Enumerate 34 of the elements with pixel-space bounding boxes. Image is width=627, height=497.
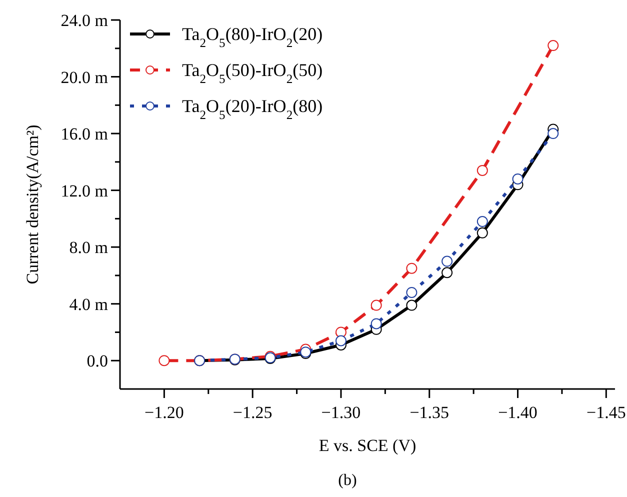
text: (b) <box>338 472 357 489</box>
point <box>476 164 488 176</box>
x-tick-label: −1.40 <box>498 403 538 422</box>
x-tick-label: −1.25 <box>232 403 272 422</box>
y-tick-label: 24.0 m <box>60 11 108 30</box>
point <box>512 173 524 184</box>
legend-label: Ta$_{2}$O$_{5}$(80)-IrO$_{2}$(20) <box>182 24 323 50</box>
point <box>442 256 453 267</box>
y-axis-title: Current density(A/cm²) <box>23 124 42 284</box>
point <box>406 300 418 311</box>
x-axis-title: E vs. SCE (V) <box>318 436 416 455</box>
point <box>158 355 170 366</box>
point <box>548 40 559 52</box>
x-tick-label: −1.20 <box>144 403 184 422</box>
y-tick-label: 4.0 m <box>69 294 108 314</box>
point <box>370 318 382 330</box>
x-tick-label: −1.45 <box>586 403 626 422</box>
y-tick-label: 20.0 m <box>60 68 108 87</box>
point <box>442 267 453 278</box>
y-tick-label: 0.0 <box>86 352 108 371</box>
point <box>476 216 488 228</box>
y-tick-label: 8.0 m <box>69 238 108 258</box>
y-tick-label: 12.0 m <box>60 181 108 200</box>
point <box>406 262 418 274</box>
point <box>406 286 418 298</box>
x-tick-label: −1.35 <box>410 403 450 422</box>
point <box>548 128 559 140</box>
y-tick-label: 16.0 m <box>60 124 108 144</box>
legend-label: Ta$_{2}$O$_{5}$(50)-IrO$_{2}$(50) <box>182 60 323 86</box>
point <box>335 335 346 346</box>
point <box>370 300 382 311</box>
point <box>476 227 488 238</box>
x-tick-label: −1.30 <box>321 403 361 422</box>
legend-label: Ta$_{2}$O$_{5}$(20)-IrO$_{2}$(80) <box>182 96 323 122</box>
